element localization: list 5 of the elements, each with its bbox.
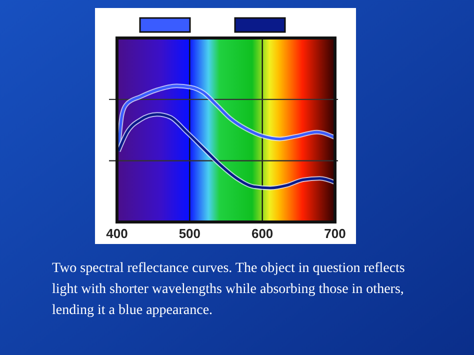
x-tick-label: 700 [324,226,346,241]
x-tick-label: 500 [178,226,201,241]
x-tick-label: 600 [251,226,274,241]
x-tick-label: 400 [106,226,128,241]
text: Two spectral reflectance curves. The object in question reflects light with shorter wavelengths while absorbing those in others, lending it a blue appearance. [52,261,405,318]
